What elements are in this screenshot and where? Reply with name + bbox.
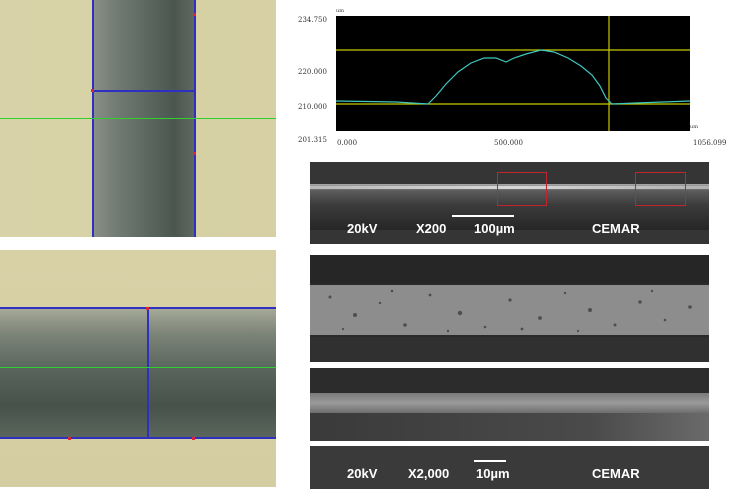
width-measure-line: [147, 308, 149, 438]
x-tick-label: 500.000: [494, 139, 523, 147]
y-tick-label: 234.750: [298, 16, 327, 24]
sem-scale-bar: [452, 215, 514, 217]
embedding-layer: [310, 255, 709, 283]
sem-scale-label: 10µm: [476, 466, 510, 481]
marker-point: [91, 89, 94, 92]
x-axis-unit: um: [690, 124, 698, 130]
sem-high-magnification-info-bar: 20kV X2,000 10µm CEMAR: [310, 446, 709, 489]
marker-point: [193, 13, 196, 16]
y-tick-label: 220.000: [298, 68, 327, 76]
porous-film-layer: [310, 285, 709, 335]
film-porosity-texture: [328, 289, 692, 333]
x-tick-label: 1056.099: [693, 139, 726, 147]
x-tick-label: 0.000: [337, 139, 357, 147]
plot-area: [336, 16, 690, 131]
sem-voltage-label: 20kV: [347, 466, 378, 481]
film-layer: [310, 393, 709, 413]
optical-micrograph-horizontal-fiber: [0, 250, 276, 487]
y-tick-label: 210.000: [298, 103, 327, 111]
sem-lab-label: CEMAR: [592, 466, 640, 481]
fiber-edge-bottom-line: [0, 437, 276, 439]
center-guide-line: [0, 367, 276, 368]
optical-micrograph-vertical-fiber: [0, 0, 276, 237]
marker-point: [146, 307, 149, 310]
sem-image-high-magnification-lower: [310, 368, 709, 441]
sem-image-low-magnification: 20kV X200 100µm CEMAR: [310, 162, 709, 244]
surface-profile-plot: um um 234.750 220.000 210.000 201.315 0.…: [296, 0, 734, 152]
sem-scale-label: 100µm: [474, 221, 515, 236]
sem-lab-label: CEMAR: [592, 221, 640, 236]
region-of-interest-box: [497, 172, 547, 206]
marker-point: [193, 152, 196, 155]
center-guide-line: [0, 118, 276, 119]
sem-scale-bar: [474, 460, 506, 462]
coating-layer: [310, 186, 709, 189]
fiber-edge-top-line: [0, 307, 276, 309]
specimen-cross-section: [310, 184, 709, 230]
substrate-layer: [310, 413, 709, 441]
region-of-interest-box: [635, 172, 686, 206]
profile-plot-svg: um um 234.750 220.000 210.000 201.315 0.…: [298, 8, 726, 147]
marker-point: [68, 437, 71, 440]
sem-voltage-label: 20kV: [347, 221, 378, 236]
profile-trace: [335, 49, 691, 105]
marker-point: [192, 437, 195, 440]
sem-image-high-magnification-upper: [310, 255, 709, 362]
sem-magnification-label: X200: [416, 221, 447, 236]
fiber-horizontal: [0, 308, 276, 438]
sem-magnification-label: X2,000: [408, 466, 450, 481]
substrate-layer: [310, 337, 709, 362]
y-axis-unit: um: [336, 8, 344, 14]
y-tick-label: 201.315: [298, 136, 327, 144]
width-measure-line: [93, 90, 195, 92]
